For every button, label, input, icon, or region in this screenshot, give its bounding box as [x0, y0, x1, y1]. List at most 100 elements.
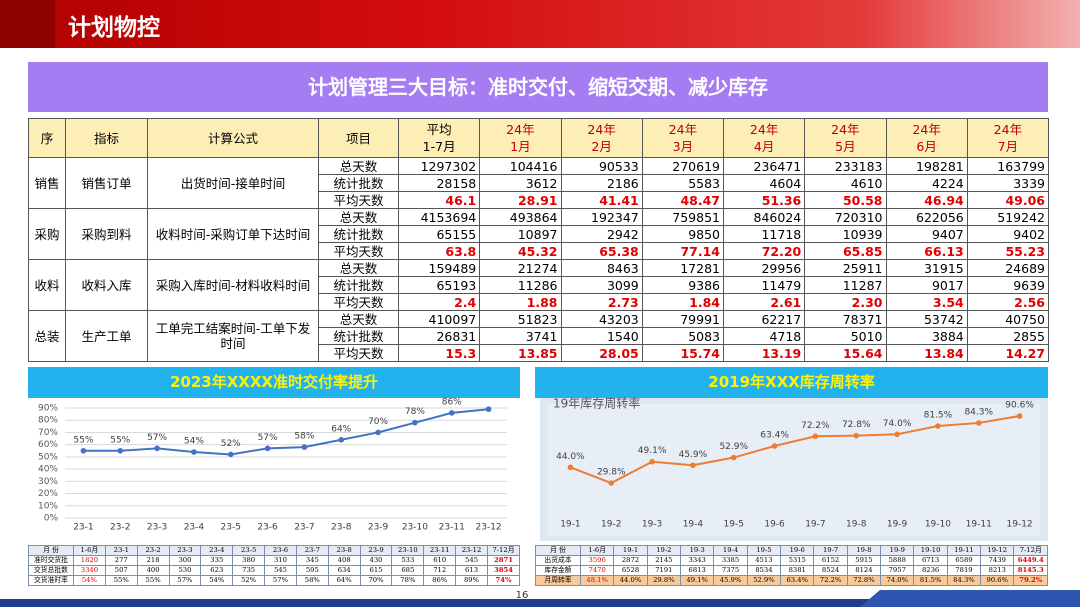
header-block [0, 0, 55, 48]
value-cell: 11286 [479, 276, 562, 294]
header-cell: 23-8 [327, 545, 361, 556]
row-label: 月周转率 [535, 575, 581, 586]
value-label: 63.4% [760, 430, 789, 440]
value-cell: 72.20 [722, 242, 806, 260]
header-cell: 23-3 [168, 545, 202, 556]
point [264, 445, 271, 452]
formula-cell: 工单完工结案时间-工单下发时间 [147, 310, 319, 362]
x-tick-label: 19-12 [1007, 520, 1033, 530]
value-cell: 89% [455, 575, 488, 586]
header-cell: 19-9 [880, 545, 915, 556]
value-cell: 2872 [613, 555, 648, 566]
value-cell: 81.5% [913, 575, 948, 586]
value-label: 29.8% [597, 468, 626, 478]
header-cell: 19-1 [613, 545, 648, 556]
value-cell: 8236 [913, 565, 948, 576]
value-label: 49.1% [638, 446, 667, 456]
value-cell: 3596 [579, 555, 615, 566]
value-cell: 4224 [885, 174, 968, 192]
value-cell: 44.0% [613, 575, 648, 586]
x-tick-label: 19-2 [601, 520, 621, 530]
header-cell: 指标 [65, 118, 148, 158]
value-cell: 545 [455, 555, 488, 566]
point [154, 445, 160, 452]
value-cell: 277 [104, 555, 138, 566]
table-row: 交货准时率 54% 55% 55% 57% 54% 52% 57% 58% 64% 70% 78% 86… [28, 575, 521, 586]
value-cell: 1.84 [641, 293, 725, 311]
seq-cell: 销售 [28, 157, 66, 209]
value-cell: 74.0% [880, 575, 915, 586]
y-tick-label: 10% [38, 501, 58, 511]
x-tick-label: 19-1 [560, 520, 580, 530]
value-cell: 31915 [885, 259, 968, 277]
table-row: 准时交货批 1820 277 218 300 335 380 310 345 408 430 533 6… [28, 555, 521, 566]
value-cell: 78371 [804, 310, 887, 328]
table-row: 平均天数 63.8 45.32 65.38 77.14 72.20 65.85 66.13 55… [29, 242, 1050, 260]
x-tick-label: 19-6 [764, 520, 785, 530]
header-cell: 24年 4月 [722, 118, 806, 158]
value-cell: 11718 [722, 225, 806, 243]
header-bar [0, 0, 1080, 48]
header-cell: 23-1 [104, 545, 138, 556]
row-label: 出货成本 [535, 555, 581, 566]
point [448, 410, 455, 416]
value-cell: 13.85 [479, 344, 562, 362]
value-cell: 493864 [479, 208, 562, 226]
value-label: 45.9% [679, 450, 708, 460]
value-cell: 218 [136, 555, 170, 566]
value-cell: 28.05 [560, 344, 643, 362]
x-tick-label: 19-5 [724, 520, 744, 530]
value-cell: 3385 [713, 555, 748, 566]
value-cell: 8381 [780, 565, 815, 576]
x-tick-label: 23-1 [73, 523, 93, 533]
value-cell: 48.1% [579, 575, 615, 586]
value-cell: 335 [200, 555, 234, 566]
header-cell: 序 [28, 118, 66, 158]
value-cell: 2.73 [560, 293, 643, 311]
value-cell: 236471 [722, 157, 806, 175]
value-cell: 28.91 [479, 191, 562, 209]
value-cell: 613 [455, 565, 488, 576]
value-cell: 2145 [646, 555, 682, 566]
value-cell: 45.32 [479, 242, 562, 260]
value-cell: 7819 [946, 565, 982, 576]
item-cell: 总天数 [318, 157, 399, 175]
value-cell: 5010 [804, 327, 887, 345]
value-cell: 52.9% [746, 575, 782, 586]
header-cell: 23-7 [295, 545, 329, 556]
y-tick-label: 0% [44, 514, 59, 524]
table-row: 统计批数 26831 3741 1540 5083 4718 5010 3884 2855 [29, 327, 1050, 345]
value-label: 70% [368, 417, 388, 427]
value-label: 57% [147, 433, 167, 443]
value-cell: 7957 [880, 565, 915, 576]
point [771, 443, 778, 449]
header-cell: 24年 1月 [479, 118, 562, 158]
value-cell: 40750 [966, 310, 1050, 328]
row-label: 交货准时率 [28, 575, 74, 586]
value-cell: 1540 [560, 327, 643, 345]
value-label: 44.0% [556, 452, 585, 462]
header-cell: 7-12月 [1013, 545, 1048, 556]
value-cell: 13.19 [722, 344, 806, 362]
value-cell: 79.2% [1013, 575, 1048, 586]
value-cell: 3343 [680, 555, 715, 566]
header-cell: 19-8 [846, 545, 882, 556]
value-cell: 6449.4 [1013, 555, 1048, 566]
value-cell: 7439 [980, 555, 1015, 566]
value-cell: 310 [264, 555, 297, 566]
value-cell: 5915 [846, 555, 882, 566]
value-cell: 623 [200, 565, 234, 576]
value-cell: 86% [423, 575, 457, 586]
y-tick-label: 40% [38, 465, 58, 475]
value-cell: 400 [136, 565, 170, 576]
x-tick-label: 23-11 [439, 523, 465, 533]
value-label: 52% [221, 439, 241, 449]
value-cell: 7470 [579, 565, 615, 576]
value-cell: 79991 [641, 310, 725, 328]
x-tick-label: 23-5 [221, 523, 241, 533]
item-cell: 平均天数 [318, 293, 399, 311]
point [730, 454, 737, 461]
formula-cell: 出货时间-接单时间 [147, 157, 319, 209]
value-cell: 25911 [804, 259, 887, 277]
